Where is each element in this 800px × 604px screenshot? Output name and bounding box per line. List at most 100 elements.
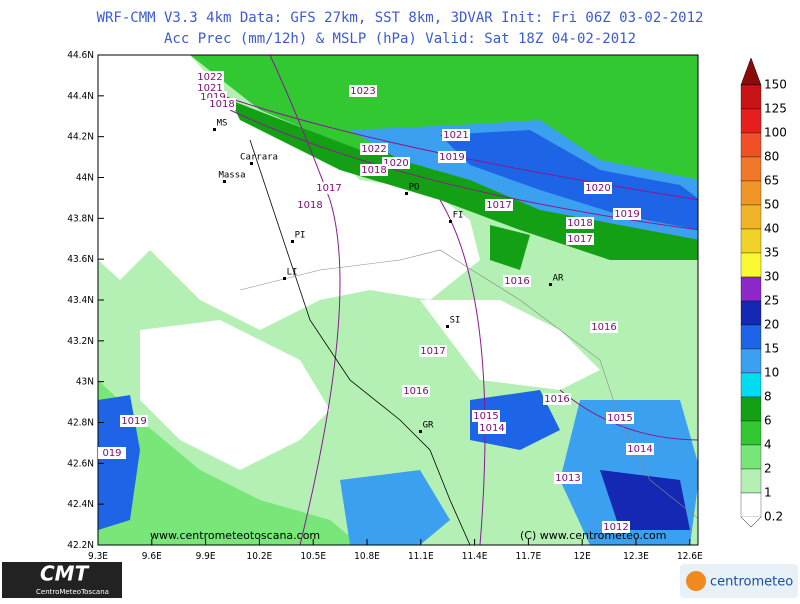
isobar-label: 1016 [591, 322, 616, 333]
colorbar-label: 125 [764, 102, 787, 116]
isobar-label: 1015 [607, 413, 632, 424]
colorbar-label: 65 [764, 174, 779, 188]
colorbar-label: 30 [764, 270, 779, 284]
colorbar-segment [740, 252, 762, 278]
left-credit: www.centrometeotoscana.com [150, 529, 320, 542]
colorbar: 150 125 100 80 65 50 40 35 30 25 20 15 10 8 6 4 2 1 0.2 [740, 57, 787, 528]
city-label: GR [423, 421, 434, 431]
colorbar-arrow [740, 57, 762, 86]
city-dot [283, 277, 286, 280]
isobar-label-bg [349, 85, 377, 97]
colorbar-segment [740, 108, 762, 134]
header-line1: WRF-CMM V3.3 4km Data: GFS 27km, SST 8km… [97, 10, 704, 26]
isobar-label: 1016 [544, 394, 569, 405]
colorbar-label: 2 [764, 462, 772, 476]
isobar-label-bg [606, 412, 634, 424]
isobar-label: 1023 [350, 86, 375, 97]
precip-field [98, 55, 698, 545]
city-dot [405, 192, 408, 195]
colorbar-label: 20 [764, 318, 779, 332]
colorbar-arrow-bottom [740, 516, 762, 528]
isobar-label: 1016 [403, 386, 428, 397]
isobar-label: 1017 [316, 183, 341, 194]
isobar-label: 1016 [504, 276, 529, 287]
lon-label: 12.6E [677, 551, 703, 562]
city-dot [449, 220, 452, 223]
header-line2: Acc Prec (mm/12h) & MSLP (hPa) Valid: Sa… [164, 31, 636, 47]
colorbar-segment [740, 84, 762, 110]
colorbar-label: 25 [764, 294, 779, 308]
city-label: LI [287, 268, 298, 278]
colorbar-segment [740, 324, 762, 350]
colorbar-label: 80 [764, 150, 779, 164]
isobar-label-bg [196, 71, 224, 83]
colorbar-label: 1 [764, 486, 772, 500]
lat-label: 44.6N [67, 50, 94, 61]
isobar-label-bg [438, 151, 466, 163]
colorbar-segment [740, 396, 762, 422]
city-label: SI [450, 316, 461, 326]
lon-label: 9.9E [196, 551, 216, 562]
colorbar-segment [740, 372, 762, 398]
city-dot [446, 325, 449, 328]
isobar-label-bg [208, 98, 236, 110]
isobar-label: 1017 [420, 346, 445, 357]
colorbar-label: 0.2 [764, 510, 783, 524]
isobar-label-bg [613, 208, 641, 220]
right-credit: (C) www.centrometeo.com [520, 529, 666, 542]
isobar-label: 1019 [121, 416, 146, 427]
lon-label: 9.6E [142, 551, 162, 562]
lat-label: 44.4N [67, 91, 94, 102]
lat-label: 43.2N [67, 336, 94, 347]
colorbar-label: 10 [764, 366, 779, 380]
centrometeo-logo: centrometeo [710, 575, 793, 590]
isobar-label-bg [566, 217, 594, 229]
isobar-label: 1022 [361, 144, 386, 155]
colorbar-segment [740, 492, 762, 518]
isobar-label: 1022 [197, 72, 222, 83]
city-dot [250, 162, 253, 165]
city-label: PI [295, 231, 306, 241]
lon-label: 11.1E [408, 551, 434, 562]
isobar-label-bg [98, 447, 126, 459]
isobar-label-bg [442, 129, 470, 141]
cmt-logo-bg [2, 562, 122, 598]
isobar-label-bg [543, 393, 571, 405]
centrometeo-logo-bg [680, 564, 798, 598]
isobar-label: 1019 [200, 92, 225, 103]
colorbar-segment [740, 228, 762, 254]
isobar-label: 1015 [473, 411, 498, 422]
colorbar-label: 8 [764, 390, 772, 404]
isobar-label: 1014 [627, 444, 652, 455]
isobar-label-bg [485, 199, 513, 211]
colorbar-segment [740, 156, 762, 182]
city-label: AR [553, 274, 564, 284]
isobar-label: 1021 [197, 83, 222, 94]
isobar-label-bg [554, 472, 582, 484]
lon-label: 10.8E [354, 551, 380, 562]
lat-label: 42.2N [67, 540, 94, 551]
lat-label: 42.8N [67, 418, 94, 429]
isobar-label-bg [120, 415, 148, 427]
city-dot [223, 180, 226, 183]
cmt-logo: CMT [40, 562, 90, 586]
isobar-label-bg [360, 164, 388, 176]
lon-label: 12.3E [623, 551, 649, 562]
colorbar-segment [740, 444, 762, 470]
isobar-label: 019 [102, 448, 121, 459]
city-label: Carrara [240, 153, 278, 163]
colorbar-segment [740, 180, 762, 206]
colorbar-segment [740, 420, 762, 446]
isobar-label-bg [566, 233, 594, 245]
isobar-label-bg [584, 182, 612, 194]
city-label: FI [453, 211, 464, 221]
isobar-label: 1019 [614, 209, 639, 220]
isobar-label-bg [382, 157, 410, 169]
isobar-label: 1012 [603, 522, 628, 533]
colorbar-label: 50 [764, 198, 779, 212]
city-label: PO [409, 183, 420, 193]
lat-label: 44.2N [67, 132, 94, 143]
colorbar-label: 35 [764, 246, 779, 260]
